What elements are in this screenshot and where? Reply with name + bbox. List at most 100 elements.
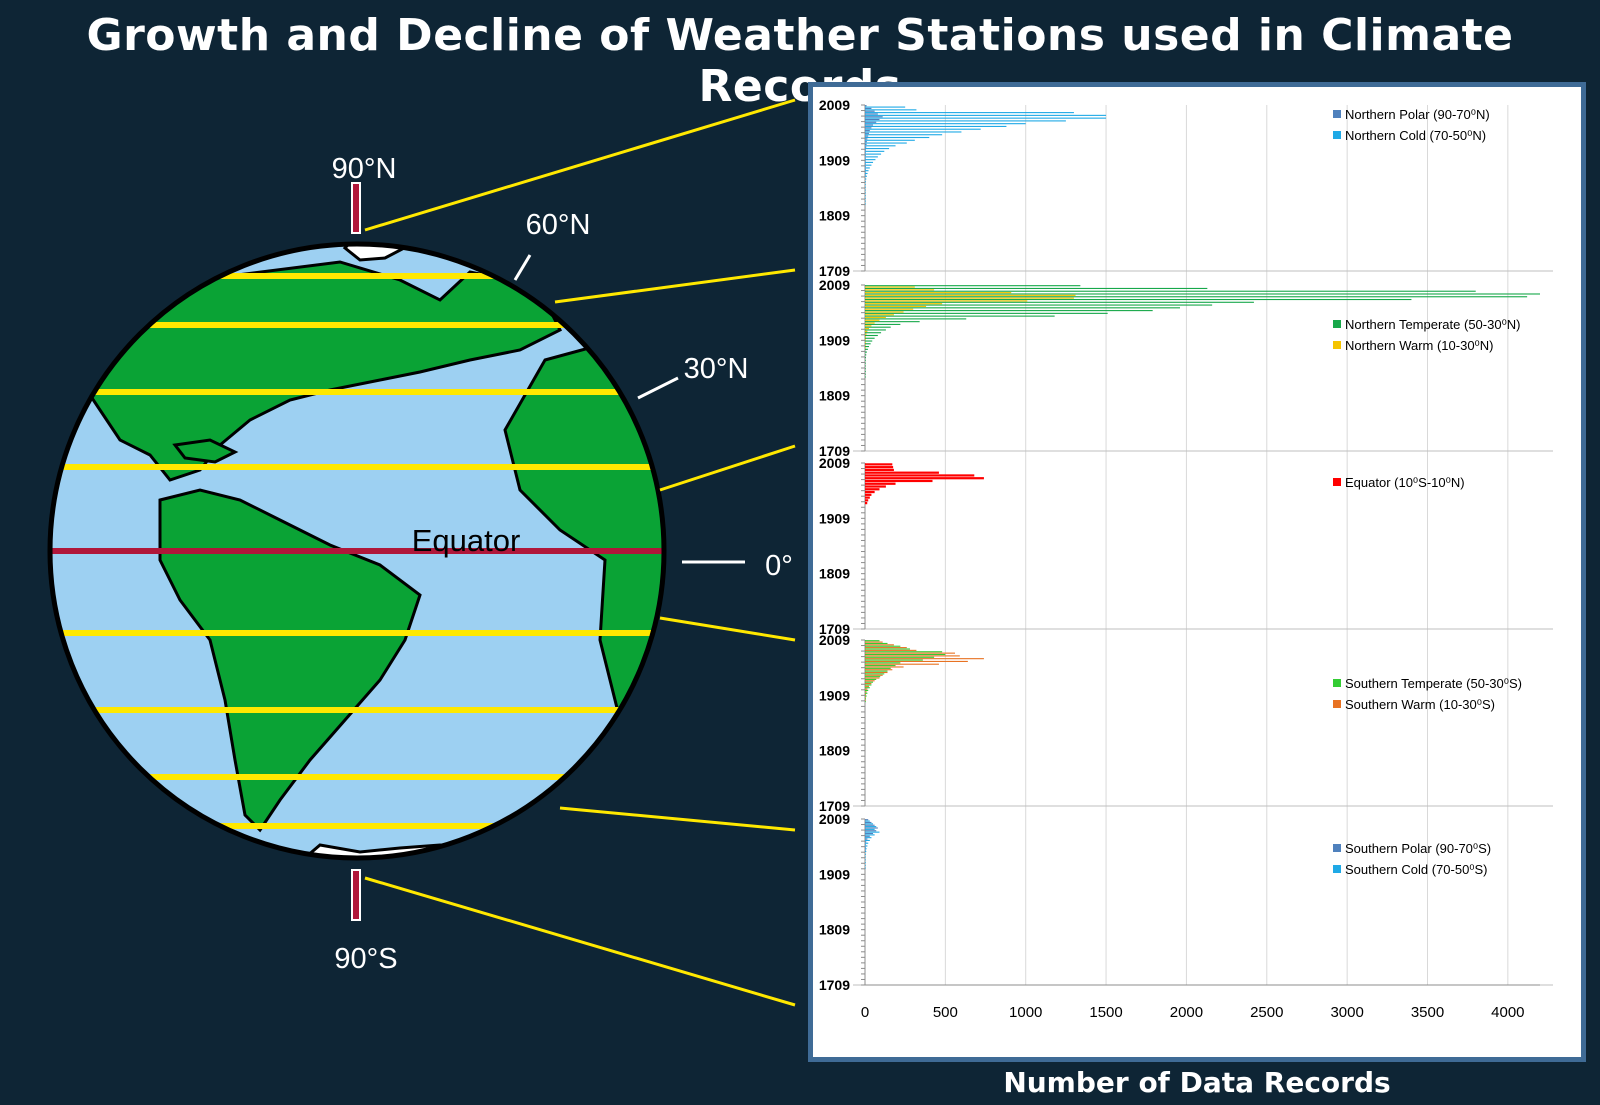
bar — [865, 669, 893, 671]
bar — [865, 143, 867, 145]
bar — [865, 150, 885, 152]
bar — [865, 134, 943, 136]
legend-swatch — [1333, 865, 1341, 873]
bar — [865, 346, 870, 348]
label-30n: 30°N — [684, 353, 749, 385]
bar — [865, 835, 870, 837]
legend-swatch — [1333, 131, 1341, 139]
x-tick-label: 500 — [933, 1004, 958, 1021]
bar — [865, 864, 866, 866]
bar — [865, 373, 866, 375]
bar — [865, 339, 866, 341]
bar — [865, 694, 866, 696]
bar — [865, 653, 946, 656]
connector-line — [659, 444, 796, 492]
bar — [865, 499, 869, 502]
bar — [865, 644, 894, 646]
bar — [865, 660, 968, 662]
bar — [865, 867, 866, 869]
bar — [865, 687, 870, 689]
bar — [865, 323, 901, 325]
bar — [865, 307, 1180, 309]
bar — [865, 853, 866, 855]
bar — [865, 848, 867, 850]
globe-outline — [47, 241, 667, 861]
legend-swatch — [1333, 110, 1341, 118]
bar — [865, 493, 872, 496]
bar — [865, 164, 872, 166]
bar — [865, 107, 872, 110]
bar — [865, 329, 886, 331]
legend-swatch — [1333, 320, 1341, 328]
bar — [865, 846, 866, 848]
bar — [865, 676, 881, 678]
bar — [865, 496, 870, 499]
bar — [865, 351, 867, 353]
bar — [865, 125, 1007, 127]
bar — [865, 127, 872, 129]
bar — [865, 132, 870, 134]
bar — [865, 200, 866, 202]
legend-label: Northern Cold (70-50⁰N) — [1345, 128, 1486, 143]
y-tick-label: 1909 — [819, 510, 850, 526]
bar — [865, 123, 1026, 125]
bar — [865, 114, 1107, 116]
south-america — [158, 488, 422, 833]
bar — [865, 820, 870, 822]
latitude-line — [50, 774, 664, 780]
bar — [865, 343, 871, 345]
bar — [865, 178, 867, 180]
bar — [865, 362, 866, 364]
bar — [865, 298, 1412, 301]
bar — [865, 297, 1074, 299]
y-tick-label: 1709 — [819, 443, 850, 459]
bar — [865, 321, 920, 323]
bar — [865, 166, 866, 168]
leader-30n — [637, 376, 679, 400]
bar — [865, 330, 868, 332]
bar — [865, 655, 960, 657]
bar — [865, 823, 874, 825]
bar — [865, 695, 867, 697]
bar — [865, 830, 877, 832]
connector-line — [559, 806, 796, 832]
x-axis-title: Number of Data Records — [1003, 1066, 1391, 1099]
bar — [865, 359, 866, 361]
bar — [865, 347, 866, 349]
bar — [865, 474, 975, 477]
latitude-line — [50, 630, 664, 636]
bar — [865, 197, 866, 199]
bar — [865, 471, 939, 474]
bar — [865, 145, 896, 147]
bar — [865, 311, 904, 313]
bar — [865, 673, 885, 675]
y-tick-label: 1709 — [819, 798, 850, 814]
bar — [865, 850, 867, 853]
bar — [865, 124, 874, 126]
bar — [865, 315, 1055, 317]
chart-panel: 2009 1909 1809 1709 Northern Polar (90-70⁰N)… — [808, 82, 1586, 1062]
bar — [865, 157, 866, 159]
bar — [865, 841, 867, 843]
legend-label: Southern Warm (10-30⁰S) — [1345, 697, 1495, 712]
bar — [865, 667, 891, 669]
y-tick-label: 1709 — [819, 263, 850, 279]
bar — [865, 340, 873, 342]
bar — [865, 161, 874, 163]
bar — [865, 117, 1107, 119]
bar — [865, 141, 867, 143]
bar — [865, 370, 866, 373]
bar — [865, 136, 930, 139]
bar — [865, 692, 868, 694]
connector-line — [659, 616, 796, 642]
label-60n: 60°N — [526, 209, 591, 241]
bar — [865, 128, 981, 130]
bar — [865, 304, 1213, 306]
bar — [865, 303, 943, 305]
bar — [865, 318, 967, 320]
bar — [865, 666, 904, 668]
bar — [865, 344, 866, 346]
north-pole-marker — [351, 182, 361, 234]
caribbean — [172, 438, 239, 464]
bar — [865, 130, 870, 132]
